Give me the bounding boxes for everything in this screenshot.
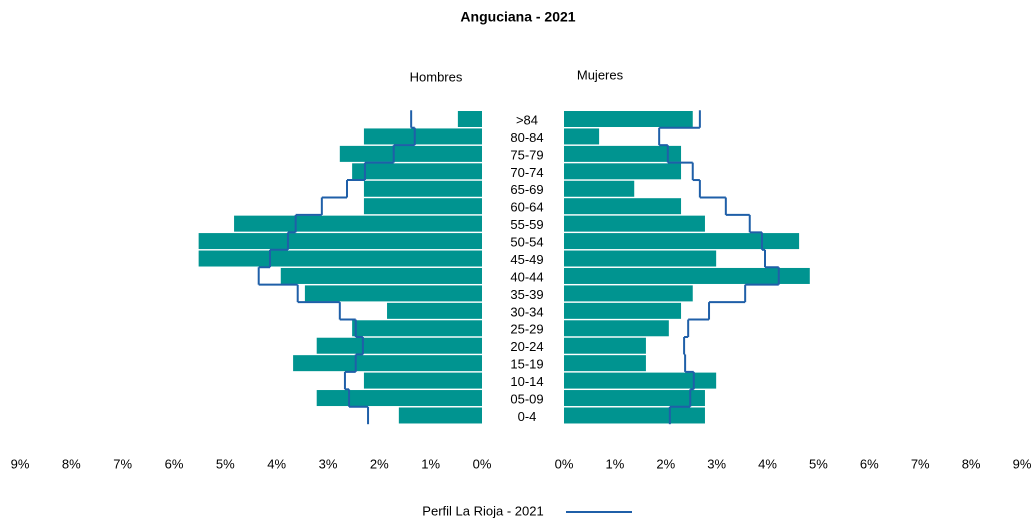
x-tick-label: 4% <box>758 456 777 471</box>
category-label: 15-19 <box>510 357 543 372</box>
chart-title: Anguciana - 2021 <box>460 9 575 25</box>
bar <box>564 163 682 180</box>
category-label: 30-34 <box>510 304 543 319</box>
x-tick-label: 4% <box>267 456 286 471</box>
x-tick-label: 7% <box>911 456 930 471</box>
category-label: 80-84 <box>510 130 543 145</box>
bar <box>564 407 705 424</box>
left-label: Hombres <box>410 69 463 84</box>
bar <box>564 215 705 232</box>
bar <box>564 302 682 319</box>
bar <box>316 337 482 354</box>
bar <box>198 250 482 267</box>
bar <box>198 233 482 250</box>
bar <box>564 233 800 250</box>
x-tick-label: 2% <box>370 456 389 471</box>
category-label: 40-44 <box>510 269 543 284</box>
bar <box>352 320 482 337</box>
bar <box>316 390 482 407</box>
x-tick-label: 5% <box>216 456 235 471</box>
x-tick-label: 5% <box>809 456 828 471</box>
category-label: 45-49 <box>510 252 543 267</box>
bar <box>564 180 635 197</box>
category-label: 60-64 <box>510 200 543 215</box>
category-label: 70-74 <box>510 165 543 180</box>
x-tick-label: 9% <box>1013 456 1032 471</box>
bar <box>293 355 482 372</box>
bar <box>564 250 717 267</box>
x-tick-label: 3% <box>319 456 338 471</box>
category-label: 05-09 <box>510 391 543 406</box>
category-label: 10-14 <box>510 374 543 389</box>
category-label: 20-24 <box>510 339 543 354</box>
bar <box>363 128 482 145</box>
bar <box>564 285 693 302</box>
bar <box>352 163 482 180</box>
bar <box>234 215 482 232</box>
x-tick-label: 6% <box>860 456 879 471</box>
bar <box>564 372 717 389</box>
x-tick-label: 9% <box>11 456 30 471</box>
bar <box>564 145 682 162</box>
bar <box>564 111 693 127</box>
category-label: 35-39 <box>510 287 543 302</box>
category-label: 0-4 <box>518 409 537 424</box>
category-label: 65-69 <box>510 182 543 197</box>
category-label: 25-29 <box>510 322 543 337</box>
bar <box>363 198 482 215</box>
x-tick-label: 8% <box>962 456 981 471</box>
bar <box>564 355 646 372</box>
category-label: 75-79 <box>510 147 543 162</box>
category-label: >84 <box>516 112 538 127</box>
x-tick-label: 0% <box>473 456 492 471</box>
bar <box>280 267 482 284</box>
bar <box>457 111 482 127</box>
right-label: Mujeres <box>577 67 624 82</box>
bar <box>387 302 482 319</box>
x-tick-label: 3% <box>707 456 726 471</box>
bar <box>398 407 482 424</box>
x-tick-label: 2% <box>656 456 675 471</box>
legend-label: Perfil La Rioja - 2021 <box>422 503 543 518</box>
x-tick-label: 6% <box>165 456 184 471</box>
bar <box>564 320 669 337</box>
category-label: 50-54 <box>510 235 543 250</box>
bar <box>564 128 600 145</box>
bar <box>339 145 482 162</box>
bar <box>564 337 646 354</box>
x-tick-label: 0% <box>555 456 574 471</box>
x-tick-label: 8% <box>62 456 81 471</box>
bar <box>363 180 482 197</box>
x-tick-label: 1% <box>421 456 440 471</box>
category-label: 55-59 <box>510 217 543 232</box>
bar <box>564 390 705 407</box>
bar <box>304 285 482 302</box>
x-tick-label: 1% <box>605 456 624 471</box>
bar <box>564 267 810 284</box>
bar <box>363 372 482 389</box>
bar <box>564 198 682 215</box>
x-tick-label: 7% <box>113 456 132 471</box>
